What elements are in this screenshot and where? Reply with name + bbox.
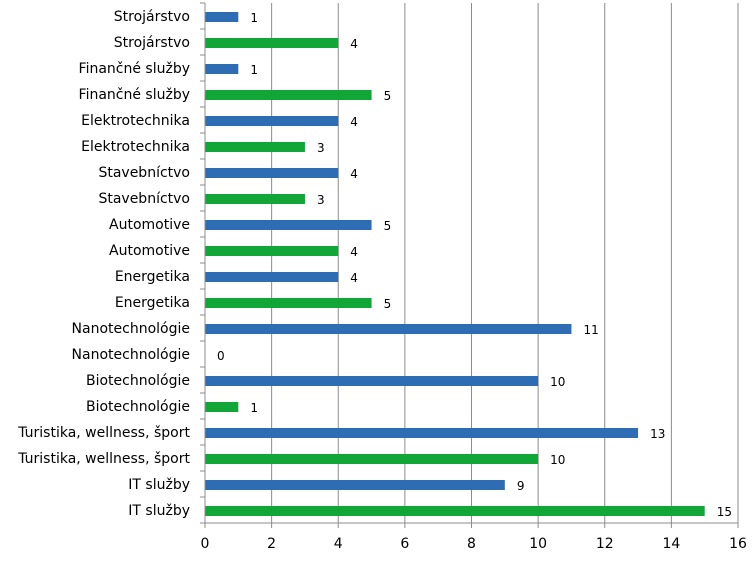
category-label: Automotive — [109, 217, 190, 233]
data-label: 1 — [250, 401, 258, 415]
data-label: 5 — [384, 89, 392, 103]
x-tick-label: 16 — [729, 536, 747, 552]
category-label: Energetika — [115, 295, 190, 311]
bar — [205, 246, 339, 256]
category-label: Stavebníctvo — [98, 165, 190, 181]
bar — [205, 272, 339, 282]
x-tick-label: 10 — [529, 536, 547, 552]
data-label: 1 — [250, 11, 258, 25]
bar — [205, 428, 639, 438]
category-label: Elektrotechnika — [81, 139, 190, 155]
bar — [205, 64, 239, 74]
data-label: 1 — [250, 63, 258, 77]
category-label: Turistika, wellness, šport — [17, 425, 190, 441]
bar — [205, 454, 539, 464]
x-tick-label: 0 — [201, 536, 210, 552]
data-label: 5 — [384, 219, 392, 233]
x-tick-label: 2 — [267, 536, 276, 552]
bar — [205, 298, 372, 308]
data-label: 10 — [550, 453, 565, 467]
category-label: Strojárstvo — [114, 35, 190, 51]
category-label: Turistika, wellness, šport — [17, 451, 190, 467]
bar — [205, 376, 539, 386]
data-label: 11 — [583, 323, 598, 337]
data-label: 13 — [650, 427, 665, 441]
bar — [205, 38, 339, 48]
data-label: 4 — [350, 115, 358, 129]
x-tick-label: 8 — [467, 536, 476, 552]
gridlines — [271, 3, 739, 523]
data-label: 5 — [384, 297, 392, 311]
bar — [205, 324, 572, 334]
data-label: 10 — [550, 375, 565, 389]
x-tick-label: 12 — [596, 536, 614, 552]
data-label: 9 — [517, 479, 525, 493]
axes — [200, 2, 739, 528]
bar — [205, 480, 505, 490]
category-label: IT služby — [128, 503, 190, 519]
bar — [205, 116, 339, 126]
category-label: Nanotechnológie — [72, 347, 190, 363]
bar — [205, 142, 305, 152]
x-tick-label: 14 — [662, 536, 680, 552]
data-label: 4 — [350, 271, 358, 285]
category-label: Biotechnológie — [86, 373, 190, 389]
data-label: 0 — [217, 349, 225, 363]
category-label: Biotechnológie — [86, 399, 190, 415]
bars — [205, 12, 705, 516]
category-label: Energetika — [115, 269, 190, 285]
bar — [205, 194, 305, 204]
bar — [205, 168, 339, 178]
data-label: 15 — [717, 505, 732, 519]
category-label: Finančné služby — [79, 61, 190, 77]
data-label: 4 — [350, 167, 358, 181]
category-label: Finančné služby — [79, 87, 190, 103]
data-label: 3 — [317, 141, 325, 155]
category-label: IT služby — [128, 477, 190, 493]
bar — [205, 12, 239, 22]
data-label: 4 — [350, 37, 358, 51]
bar — [205, 402, 239, 412]
category-label: Nanotechnológie — [72, 321, 190, 337]
category-label: Elektrotechnika — [81, 113, 190, 129]
bar — [205, 506, 705, 516]
bar — [205, 90, 372, 100]
category-label: Stavebníctvo — [98, 191, 190, 207]
x-tick-label: 4 — [334, 536, 343, 552]
category-label: Strojárstvo — [114, 9, 190, 25]
data-label: 3 — [317, 193, 325, 207]
bar — [205, 220, 372, 230]
data-label: 4 — [350, 245, 358, 259]
category-label: Automotive — [109, 243, 190, 259]
x-tick-label: 6 — [400, 536, 409, 552]
